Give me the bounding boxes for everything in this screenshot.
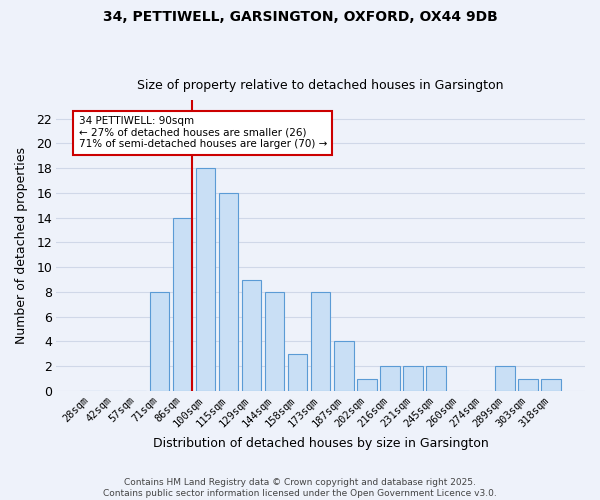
Bar xyxy=(149,292,169,391)
Text: 34 PETTIWELL: 90sqm
← 27% of detached houses are smaller (26)
71% of semi-detach: 34 PETTIWELL: 90sqm ← 27% of detached ho… xyxy=(79,116,327,150)
Bar xyxy=(265,292,284,391)
Bar xyxy=(288,354,307,391)
Title: Size of property relative to detached houses in Garsington: Size of property relative to detached ho… xyxy=(137,79,504,92)
Bar xyxy=(173,218,192,391)
Bar xyxy=(495,366,515,391)
X-axis label: Distribution of detached houses by size in Garsington: Distribution of detached houses by size … xyxy=(153,437,488,450)
Bar xyxy=(334,342,353,391)
Bar xyxy=(380,366,400,391)
Bar xyxy=(357,378,377,391)
Bar xyxy=(541,378,561,391)
Bar xyxy=(242,280,262,391)
Bar xyxy=(426,366,446,391)
Bar xyxy=(403,366,422,391)
Bar xyxy=(196,168,215,391)
Bar xyxy=(311,292,331,391)
Bar xyxy=(518,378,538,391)
Text: 34, PETTIWELL, GARSINGTON, OXFORD, OX44 9DB: 34, PETTIWELL, GARSINGTON, OXFORD, OX44 … xyxy=(103,10,497,24)
Text: Contains HM Land Registry data © Crown copyright and database right 2025.
Contai: Contains HM Land Registry data © Crown c… xyxy=(103,478,497,498)
Y-axis label: Number of detached properties: Number of detached properties xyxy=(15,147,28,344)
Bar xyxy=(218,193,238,391)
